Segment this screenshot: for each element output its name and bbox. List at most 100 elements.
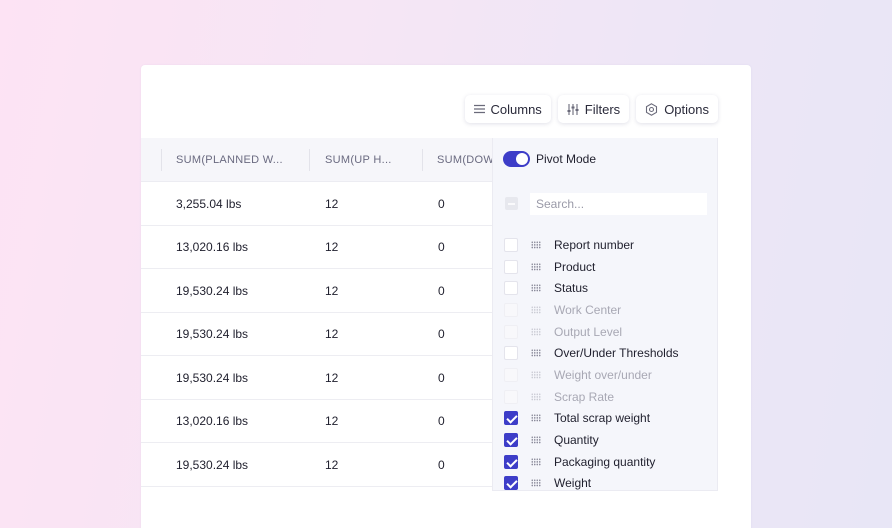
drag-handle-icon[interactable]: [531, 436, 541, 445]
sliders-icon: [567, 103, 579, 115]
checkbox-checked[interactable]: [504, 476, 518, 491]
up-hours-cell: 12: [325, 327, 339, 341]
drag-handle-icon[interactable]: [531, 349, 541, 358]
planned-weight-cell: 19,530.24 lbs: [176, 457, 249, 472]
planned-weight-cell: 3,255.04 lbs: [176, 196, 242, 211]
column-list: Report number Product Status Work Center…: [493, 234, 717, 494]
table-row[interactable]: 3,255.04 lbs 12 0: [141, 182, 493, 226]
column-search-input[interactable]: [530, 193, 707, 215]
planned-weight-cell: 13,020.16 lbs: [176, 240, 249, 254]
grid-card: Columns Filters Options SUM(PLANNED W...…: [141, 65, 751, 528]
table-row[interactable]: 19,530.24 lbs 12 0: [141, 356, 493, 400]
table-row[interactable]: 13,020.16 lbs 12 0: [141, 400, 493, 443]
column-item-weight[interactable]: Weight: [493, 473, 717, 495]
column-item-label: Scrap Rate: [554, 389, 615, 404]
filters-button[interactable]: Filters: [557, 95, 630, 123]
column-item-label: Work Center: [554, 302, 622, 317]
checkbox-checked[interactable]: [504, 454, 518, 469]
up-hours-cell: 12: [325, 457, 339, 472]
columns-button-label: Columns: [490, 101, 542, 117]
column-item-label: Total scrap weight: [554, 411, 651, 426]
column-item-label: Status: [554, 281, 589, 296]
down-cell: 0: [438, 414, 445, 428]
column-item-label: Weight over/under: [554, 367, 652, 382]
column-item-work-center: Work Center: [493, 299, 717, 321]
pivot-mode-label: Pivot Mode: [536, 152, 597, 166]
column-item-over-under-thresholds[interactable]: Over/Under Thresholds: [493, 342, 717, 364]
down-cell: 0: [438, 283, 445, 298]
column-item-label: Output Level: [554, 324, 623, 339]
grid-header-row: SUM(PLANNED W... SUM(UP H... SUM(DOW: [141, 138, 494, 182]
planned-weight-cell: 19,530.24 lbs: [176, 283, 249, 298]
columns-button[interactable]: Columns: [464, 95, 551, 123]
columns-tool-panel: Pivot Mode Report number Product Status …: [492, 138, 718, 491]
down-cell: 0: [438, 196, 445, 211]
column-item-label: Weight: [554, 476, 592, 491]
column-item-packaging-quantity[interactable]: Packaging quantity: [493, 451, 717, 473]
up-hours-cell: 12: [325, 370, 339, 385]
up-hours-cell: 12: [325, 196, 339, 211]
grid-toolbar: Columns Filters Options: [464, 95, 718, 123]
planned-weight-cell: 19,530.24 lbs: [176, 370, 249, 385]
checkbox[interactable]: [504, 281, 518, 296]
table-row[interactable]: 19,530.24 lbs 12 0: [141, 443, 493, 487]
drag-handle-icon[interactable]: [531, 479, 541, 488]
down-cell: 0: [438, 240, 445, 254]
list-icon: [473, 104, 485, 114]
column-item-label: Report number: [554, 237, 635, 252]
up-hours-cell: 12: [325, 283, 339, 298]
down-cell: 0: [438, 457, 445, 472]
column-item-quantity[interactable]: Quantity: [493, 429, 717, 451]
drag-handle-icon[interactable]: [531, 457, 541, 466]
column-item-label: Quantity: [554, 433, 599, 448]
column-separator[interactable]: [309, 149, 310, 171]
column-separator[interactable]: [422, 149, 423, 171]
checkbox[interactable]: [504, 237, 518, 252]
pivot-mode-toggle[interactable]: [503, 151, 530, 167]
column-item-label: Packaging quantity: [554, 454, 656, 469]
checkbox: [504, 324, 518, 339]
column-item-scrap-rate: Scrap Rate: [493, 386, 717, 408]
column-item-weight-over-under: Weight over/under: [493, 364, 717, 386]
checkbox[interactable]: [504, 259, 518, 274]
drag-handle-icon: [531, 305, 541, 314]
drag-handle-icon: [531, 327, 541, 336]
pivot-mode-row: Pivot Mode: [503, 151, 596, 167]
drag-handle-icon: [531, 370, 541, 379]
down-cell: 0: [438, 327, 445, 341]
data-grid: SUM(PLANNED W... SUM(UP H... SUM(DOW 3,2…: [141, 138, 494, 487]
drag-handle-icon[interactable]: [531, 240, 541, 249]
drag-handle-icon[interactable]: [531, 262, 541, 271]
options-button-label: Options: [664, 101, 709, 117]
table-row[interactable]: 19,530.24 lbs 12 0: [141, 313, 493, 356]
toggle-knob: [516, 153, 528, 165]
checkbox: [504, 302, 518, 317]
checkbox: [504, 389, 518, 404]
drag-handle-icon[interactable]: [531, 414, 541, 423]
drag-handle-icon[interactable]: [531, 284, 541, 293]
column-item-report-number[interactable]: Report number: [493, 234, 717, 256]
options-button[interactable]: Options: [636, 95, 718, 123]
column-item-label: Product: [554, 259, 596, 274]
checkbox-checked[interactable]: [504, 411, 518, 426]
table-row[interactable]: 13,020.16 lbs 12 0: [141, 226, 493, 269]
column-separator[interactable]: [161, 149, 162, 171]
column-item-status[interactable]: Status: [493, 277, 717, 299]
column-item-total-scrap-weight[interactable]: Total scrap weight: [493, 408, 717, 430]
column-header-planned-weight[interactable]: SUM(PLANNED W...: [176, 154, 283, 166]
planned-weight-cell: 19,530.24 lbs: [176, 327, 249, 341]
planned-weight-cell: 13,020.16 lbs: [176, 414, 249, 428]
checkbox: [504, 367, 518, 382]
column-header-down[interactable]: SUM(DOW: [437, 154, 495, 166]
table-row[interactable]: 19,530.24 lbs 12 0: [141, 269, 493, 313]
column-header-up-hours[interactable]: SUM(UP H...: [325, 154, 392, 166]
checkbox[interactable]: [504, 346, 518, 361]
checkbox-checked[interactable]: [504, 433, 518, 448]
column-item-output-level: Output Level: [493, 321, 717, 343]
gear-icon: [645, 102, 658, 116]
filters-button-label: Filters: [584, 101, 621, 117]
drag-handle-icon: [531, 392, 541, 401]
up-hours-cell: 12: [325, 240, 339, 254]
select-all-checkbox[interactable]: [505, 197, 518, 210]
column-item-product[interactable]: Product: [493, 256, 717, 278]
